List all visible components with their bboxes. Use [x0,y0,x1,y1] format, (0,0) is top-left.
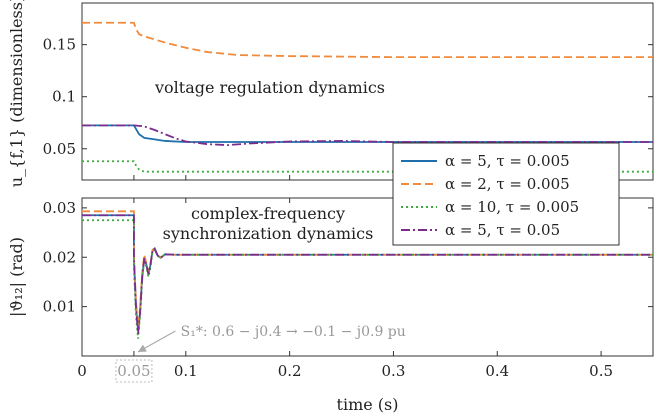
top-y-ticks: 0.05 0.1 0.15 [43,36,653,158]
top-plot-frame [81,2,654,181]
step-marker-box [115,359,153,383]
top-series-line-4 [82,124,653,147]
x-tick-label: 0.3 [382,362,406,380]
legend-items: α = 5, τ = 0.005 α = 2, τ = 0.005 α = 10, … [401,152,579,239]
top-panel: 0.05 0.1 0.15 u_{f,1} (dimensionless) volt… [7,0,654,187]
top-annotation: voltage regulation dynamics [154,78,385,97]
top-y-tick-label: 0.1 [52,88,76,106]
legend-label-1: α = 5, τ = 0.005 [445,152,570,170]
bottom-series-group [82,210,653,339]
bottom-series-line-4 [82,214,653,334]
x-tick-label: 0.5 [589,362,613,380]
bottom-panel: 0.01 0.02 0.03 0 0.05 0.1 0.2 0.3 0.4 0.5 |ϑ₁₂| … [7,175,654,414]
legend-label-4: α = 5, τ = 0.05 [445,221,560,239]
x-axis-label: time (s) [337,395,399,414]
x-tick-label: 0 [77,362,87,380]
step-arrowhead [137,344,147,352]
step-annotation-text: S₁*: 0.6 − j0.4 → −0.1 − j0.9 pu [181,324,406,340]
bottom-y-tick-label: 0.03 [43,199,76,217]
x-tick-label: 0.05 [117,362,150,380]
top-series-line-2 [82,21,653,59]
top-series-line-3 [82,160,653,173]
step-change-annotation: S₁*: 0.6 − j0.4 → −0.1 − j0.9 pu [115,324,406,383]
bottom-plot-frame [81,197,654,357]
x-tick-label: 0.2 [278,362,302,380]
bottom-x-ticks: 0 0.05 0.1 0.2 0.3 0.4 0.5 [77,175,613,380]
x-tick-label: 0.4 [485,362,509,380]
legend-label-3: α = 10, τ = 0.005 [445,198,579,216]
top-y-tick-label: 0.15 [43,36,76,54]
bottom-y-axis-label: |ϑ₁₂| (rad) [7,237,26,317]
bottom-annotation-line-1: complex-frequency [191,204,345,223]
bottom-y-tick-label: 0.01 [43,298,76,316]
top-series-group [82,21,653,173]
top-series-line-1 [82,124,653,143]
top-y-axis-label: u_{f,1} (dimensionless) [7,0,26,187]
x-tick-label: 0.1 [174,362,198,380]
bottom-annotation-line-2: synchronization dynamics [163,224,374,243]
bottom-y-ticks: 0.01 0.02 0.03 [43,199,653,316]
legend: α = 5, τ = 0.005 α = 2, τ = 0.005 α = 10, … [392,142,620,246]
bottom-y-tick-label: 0.02 [43,248,76,266]
top-y-tick-label: 0.05 [43,140,76,158]
legend-label-2: α = 2, τ = 0.005 [445,175,570,193]
